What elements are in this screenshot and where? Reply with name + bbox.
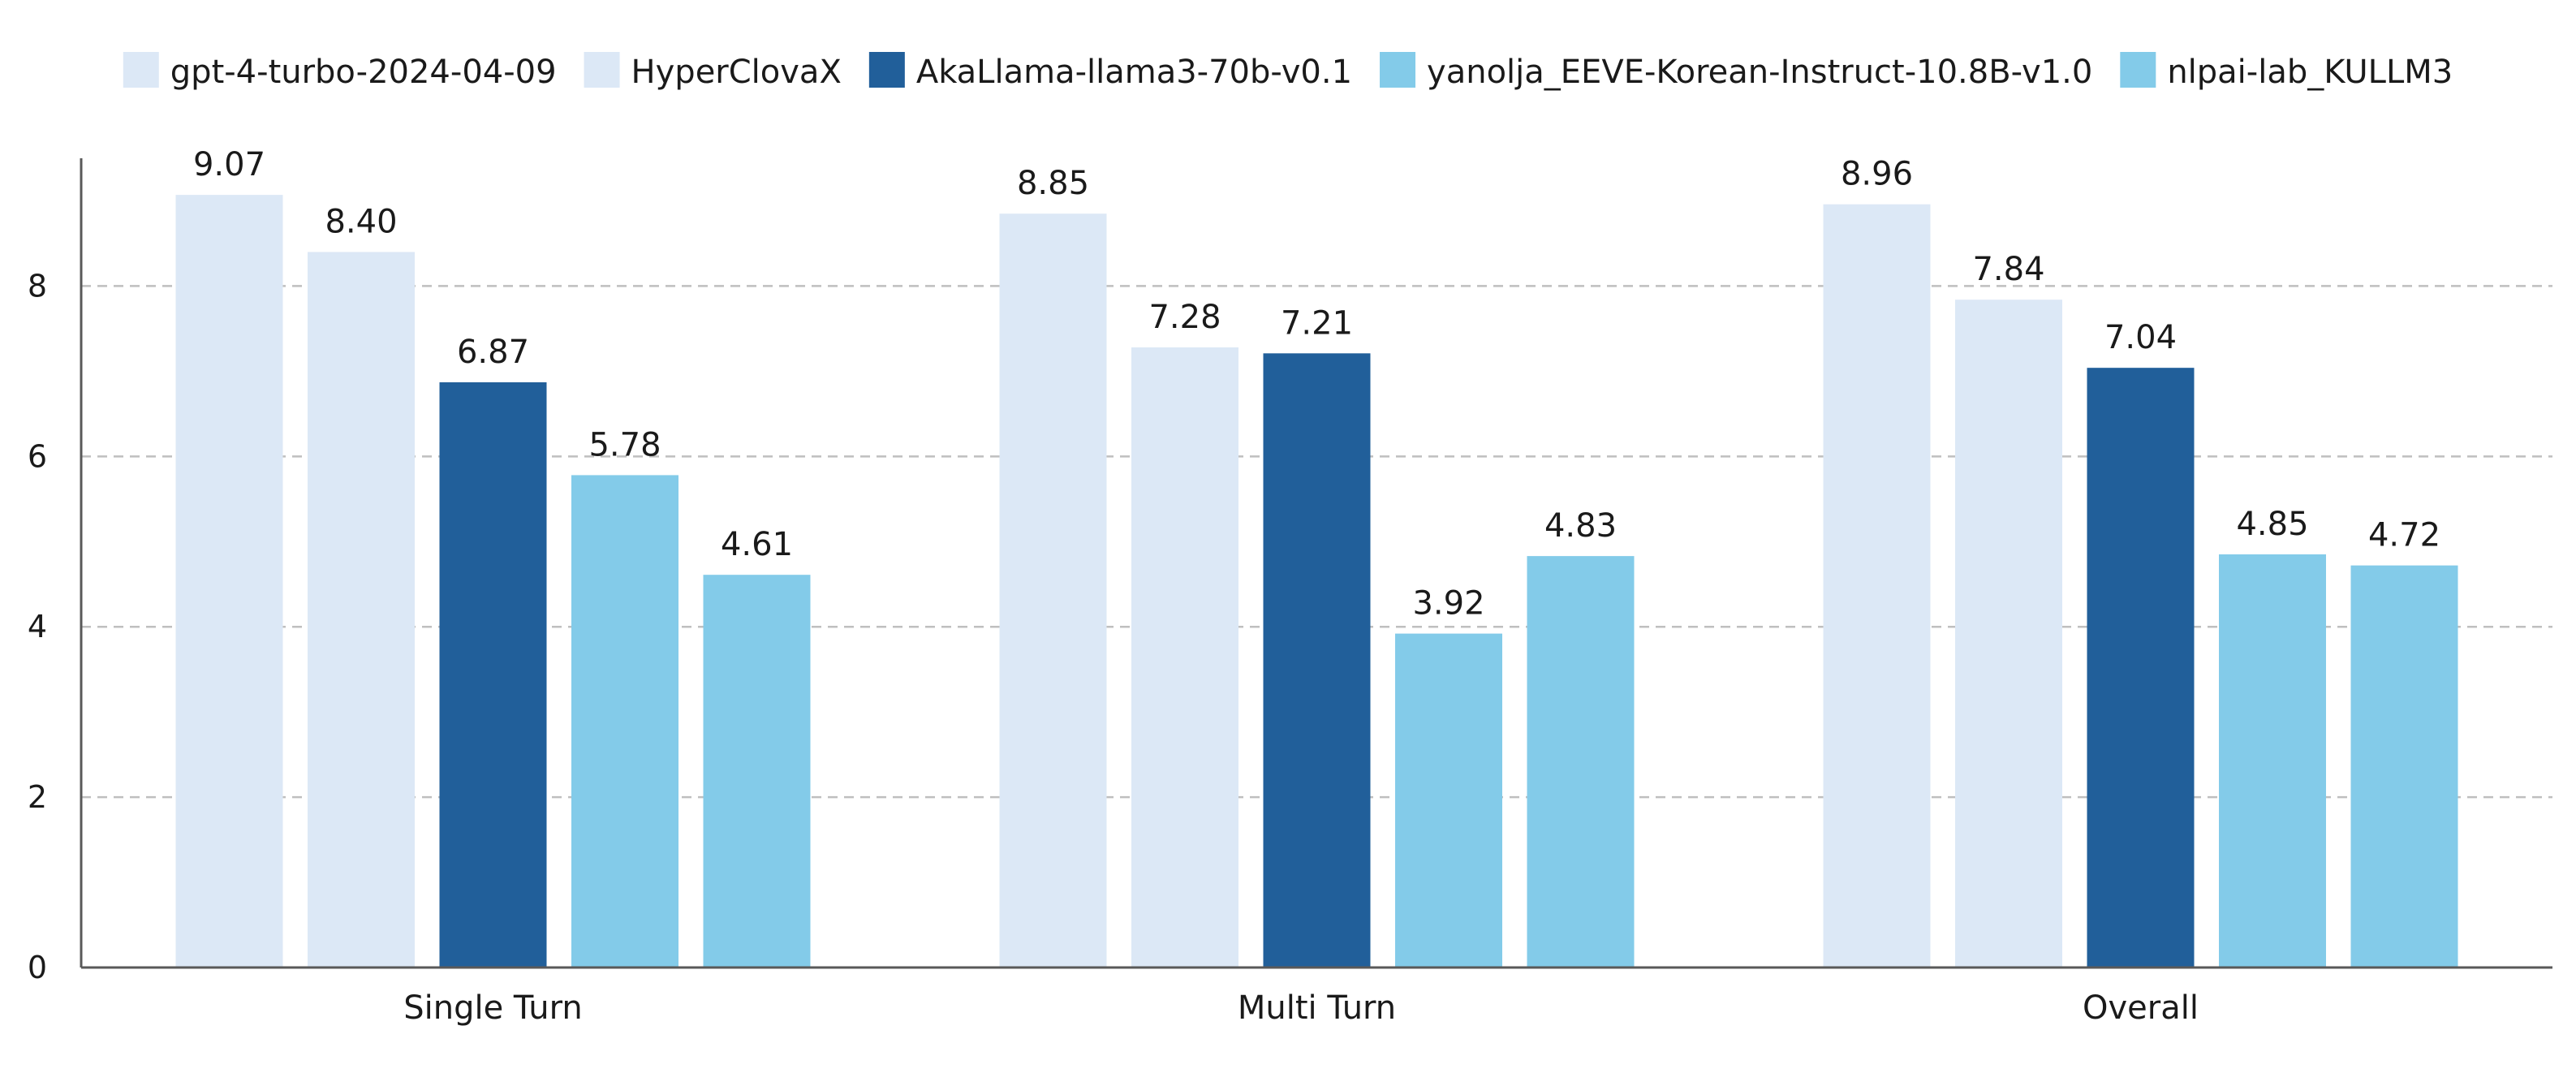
bar-multi-turn-yanolja-eeve-korean-instruct-10-8b-v1-0 xyxy=(1395,633,1502,967)
bar-single-turn-nlpai-lab-kullm3 xyxy=(703,575,811,967)
bar-overall-nlpai-lab-kullm3 xyxy=(2350,565,2458,967)
y-tick-label-6: 6 xyxy=(28,438,47,474)
y-tick-label-8: 8 xyxy=(28,268,47,304)
bar-single-turn-akallama-llama3-70b-v0-1 xyxy=(439,382,547,967)
legend-label-hyperclovax: HyperClovaX xyxy=(631,54,842,91)
bar-single-turn-yanolja-eeve-korean-instruct-10-8b-v1-0 xyxy=(571,475,678,967)
legend-label-nlpai-lab-kullm3: nlpai-lab_KULLM3 xyxy=(2167,54,2453,91)
bar-multi-turn-nlpai-lab-kullm3 xyxy=(1527,556,1635,967)
legend-swatch-gpt-4-turbo-2024-04-09 xyxy=(123,52,159,88)
data-label-overall-yanolja-eeve-korean-instruct-10-8b-v1-0: 4.85 xyxy=(2236,506,2308,543)
data-label-multi-turn-hyperclovax: 7.28 xyxy=(1148,299,1221,336)
data-label-single-turn-akallama-llama3-70b-v0-1: 6.87 xyxy=(457,334,529,371)
data-label-single-turn-nlpai-lab-kullm3: 4.61 xyxy=(721,526,793,563)
data-label-single-turn-yanolja-eeve-korean-instruct-10-8b-v1-0: 5.78 xyxy=(588,426,661,463)
legend-item-nlpai-lab-kullm3: nlpai-lab_KULLM3 xyxy=(2120,52,2453,91)
legend-item-hyperclovax: HyperClovaX xyxy=(584,52,842,91)
data-label-multi-turn-akallama-llama3-70b-v0-1: 7.21 xyxy=(1281,304,1353,342)
legend-label-gpt-4-turbo-2024-04-09: gpt-4-turbo-2024-04-09 xyxy=(170,54,557,91)
legend-item-yanolja-eeve-korean-instruct-10-8b-v1-0: yanolja_EEVE-Korean-Instruct-10.8B-v1.0 xyxy=(1380,52,2092,91)
bar-multi-turn-akallama-llama3-70b-v0-1 xyxy=(1263,353,1371,967)
bars: 9.07 8.40 6.87 5.78 4.61 8.85 7.28 7.21 3.92 4.83… xyxy=(175,146,2458,968)
data-label-single-turn-hyperclovax: 8.40 xyxy=(325,203,397,240)
legend-label-yanolja-eeve-korean-instruct-10-8b-v1-0: yanolja_EEVE-Korean-Instruct-10.8B-v1.0 xyxy=(1427,54,2092,91)
data-label-overall-gpt-4-turbo-2024-04-09: 8.96 xyxy=(1841,156,1913,193)
bar-single-turn-gpt-4-turbo-2024-04-09 xyxy=(175,195,283,967)
bar-overall-yanolja-eeve-korean-instruct-10-8b-v1-0 xyxy=(2219,554,2326,967)
legend: gpt-4-turbo-2024-04-09 HyperClovaX AkaLlam… xyxy=(123,52,2453,91)
bar-single-turn-hyperclovax xyxy=(308,252,415,967)
bar-multi-turn-gpt-4-turbo-2024-04-09 xyxy=(999,213,1107,967)
x-tick-label-overall: Overall xyxy=(2083,989,2199,1027)
data-label-multi-turn-nlpai-lab-kullm3: 4.83 xyxy=(1544,507,1617,545)
data-label-overall-hyperclovax: 7.84 xyxy=(1972,251,2044,288)
data-label-single-turn-gpt-4-turbo-2024-04-09: 9.07 xyxy=(193,146,265,183)
legend-swatch-yanolja-eeve-korean-instruct-10-8b-v1-0 xyxy=(1380,52,1416,88)
y-tick-label-4: 4 xyxy=(28,609,47,644)
legend-item-gpt-4-turbo-2024-04-09: gpt-4-turbo-2024-04-09 xyxy=(123,52,557,91)
data-label-multi-turn-yanolja-eeve-korean-instruct-10-8b-v1-0: 3.92 xyxy=(1412,585,1484,623)
legend-swatch-akallama-llama3-70b-v0-1 xyxy=(868,52,905,88)
legend-label-akallama-llama3-70b-v0-1: AkaLlama-llama3-70b-v0.1 xyxy=(916,54,1352,91)
bar-overall-akallama-llama3-70b-v0-1 xyxy=(2087,368,2195,967)
legend-swatch-hyperclovax xyxy=(584,52,620,88)
data-label-overall-nlpai-lab-kullm3: 4.72 xyxy=(2368,517,2440,554)
data-label-overall-akallama-llama3-70b-v0-1: 7.04 xyxy=(2104,319,2177,356)
data-label-multi-turn-gpt-4-turbo-2024-04-09: 8.85 xyxy=(1017,165,1089,202)
legend-item-akallama-llama3-70b-v0-1: AkaLlama-llama3-70b-v0.1 xyxy=(868,52,1352,91)
axes: 0 2 4 6 8 Single Turn Multi Turn Overall xyxy=(28,158,2552,1027)
y-tick-label-0: 0 xyxy=(28,950,47,985)
x-tick-label-single-turn: Single Turn xyxy=(403,989,583,1027)
bar-multi-turn-hyperclovax xyxy=(1131,347,1238,967)
bar-overall-gpt-4-turbo-2024-04-09 xyxy=(1823,204,1931,968)
x-tick-label-multi-turn: Multi Turn xyxy=(1238,989,1396,1027)
y-tick-label-2: 2 xyxy=(28,779,47,815)
bar-overall-hyperclovax xyxy=(1955,300,2062,967)
legend-swatch-nlpai-lab-kullm3 xyxy=(2120,52,2156,88)
